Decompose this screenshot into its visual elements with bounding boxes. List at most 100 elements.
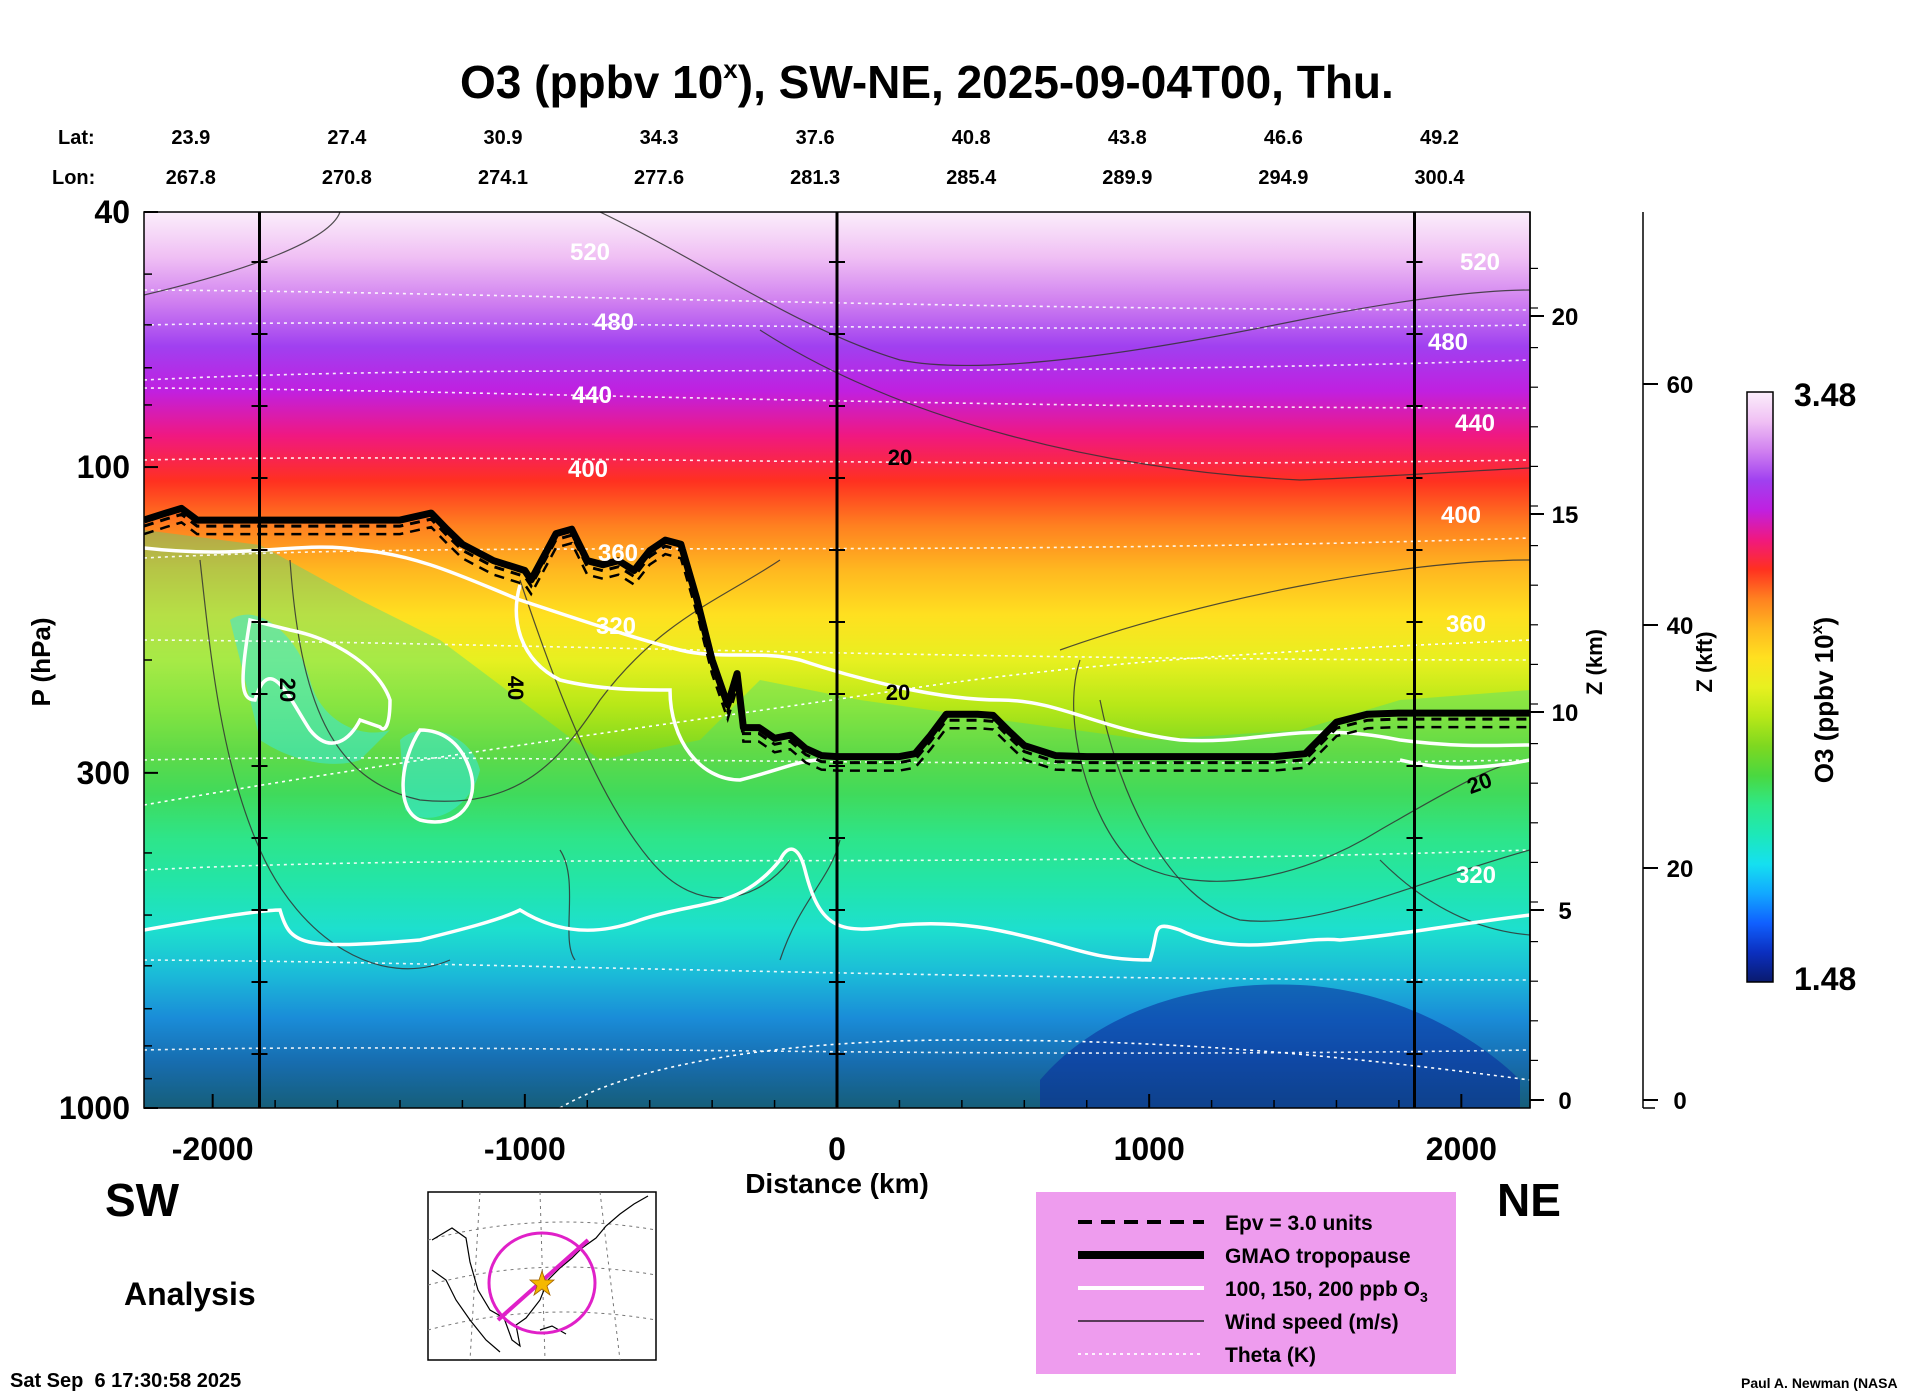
z-kft-tick-label: 0 bbox=[1673, 1088, 1686, 1115]
y-axis-label: P (hPa) bbox=[26, 617, 56, 706]
theta-label: 360 bbox=[598, 540, 638, 567]
theta-label: 360 bbox=[1446, 611, 1486, 638]
theta-contour bbox=[559, 1039, 1530, 1108]
z-km-tick-label: 0 bbox=[1558, 1088, 1571, 1115]
ozone-white-contours bbox=[144, 545, 1530, 962]
lon-value: 300.4 bbox=[1414, 167, 1465, 189]
ne-label: NE bbox=[1497, 1174, 1561, 1226]
contour-labels: 520 480 440 400 360 320 520 480 440 400 360 320 20 40… bbox=[275, 239, 1500, 889]
theta-label: 320 bbox=[596, 613, 636, 640]
theta-label: 400 bbox=[568, 456, 608, 483]
z-kft-axis: 0 20 40 60 bbox=[1642, 212, 1694, 1115]
ozone-contour bbox=[401, 728, 475, 824]
wind-contour bbox=[1379, 859, 1530, 936]
theta-contour bbox=[144, 1047, 1530, 1054]
legend-items: Epv = 3.0 units GMAO tropopause 100, 150, … bbox=[1078, 1212, 1428, 1367]
ozone-contour bbox=[241, 617, 392, 745]
wind-contours bbox=[144, 212, 1530, 970]
inset-map bbox=[427, 1191, 657, 1361]
tropopause-line bbox=[144, 504, 1530, 761]
theta-label: 320 bbox=[1456, 862, 1496, 889]
epv-line bbox=[144, 521, 1530, 772]
theta-contour bbox=[144, 959, 1530, 981]
theta-label: 520 bbox=[570, 239, 610, 266]
lat-value: 43.8 bbox=[1108, 127, 1147, 149]
lat-row-label: Lat: bbox=[58, 127, 95, 149]
lat-value: 34.3 bbox=[640, 127, 679, 149]
theta-label: 480 bbox=[594, 309, 634, 336]
x-tick-label: -2000 bbox=[172, 1131, 254, 1167]
x-tick-label: 2000 bbox=[1426, 1131, 1497, 1167]
analysis-label: Analysis bbox=[124, 1276, 256, 1312]
y-tick-label: 300 bbox=[77, 755, 130, 791]
low-ozone-surface-region bbox=[1040, 984, 1520, 1108]
theta-contour bbox=[144, 457, 1530, 464]
y-tick-label: 40 bbox=[94, 194, 130, 230]
theta-contour bbox=[144, 639, 1530, 806]
legend-label: GMAO tropopause bbox=[1225, 1245, 1411, 1268]
colorbar bbox=[1746, 391, 1774, 983]
theta-contour bbox=[144, 537, 1530, 559]
lon-value: 294.9 bbox=[1258, 167, 1308, 189]
wind-contour bbox=[1073, 659, 1530, 882]
lon-value: 277.6 bbox=[634, 167, 684, 189]
wind-contour bbox=[289, 559, 781, 802]
theta-contour bbox=[144, 639, 1530, 661]
distance-axis: -2000 -1000 0 1000 2000 bbox=[172, 1094, 1497, 1167]
colorbar-label: O3 (ppbv 10x) bbox=[1809, 617, 1839, 783]
theta-label: 440 bbox=[1455, 410, 1495, 437]
theta-label: 400 bbox=[1441, 502, 1481, 529]
lon-row-label: Lon: bbox=[52, 167, 95, 189]
theta-contours bbox=[144, 289, 1530, 1108]
legend: Epv = 3.0 units GMAO tropopause 100, 150, … bbox=[1036, 1192, 1456, 1374]
station-vertical-lines bbox=[251, 212, 1423, 1108]
lat-value: 40.8 bbox=[952, 127, 991, 149]
legend-label: Wind speed (m/s) bbox=[1225, 1311, 1399, 1334]
theta-contour bbox=[144, 757, 1530, 764]
lat-value: 30.9 bbox=[484, 127, 523, 149]
lon-value: 267.8 bbox=[166, 167, 216, 189]
wind-label: 20 bbox=[886, 680, 910, 705]
map-coastlines bbox=[431, 1195, 649, 1353]
timestamp: Sat Sep 6 17:30:58 2025 bbox=[10, 1370, 241, 1392]
theta-contour bbox=[144, 849, 1530, 871]
x-tick-label: 1000 bbox=[1114, 1131, 1185, 1167]
wind-contour bbox=[1099, 699, 1530, 922]
z-kft-tick-label: 60 bbox=[1667, 372, 1694, 399]
theta-label: 480 bbox=[1428, 329, 1468, 356]
z-km-tick-label: 5 bbox=[1558, 898, 1571, 925]
wind-label: 20 bbox=[275, 678, 300, 702]
map-center-star bbox=[528, 1269, 556, 1297]
sw-label: SW bbox=[105, 1174, 180, 1226]
colorbar-max: 3.48 bbox=[1794, 377, 1856, 413]
lon-value: 274.1 bbox=[478, 167, 528, 189]
lat-value: 46.6 bbox=[1264, 127, 1303, 149]
lat-value: 27.4 bbox=[327, 127, 367, 149]
chart-title: O3 (ppbv 10x), SW-NE, 2025-09-04T00, Thu… bbox=[460, 54, 1394, 108]
z-km-axis: 0 5 10 15 20 bbox=[1529, 212, 1579, 1115]
lat-value: 49.2 bbox=[1420, 127, 1459, 149]
x-tick-label: 0 bbox=[828, 1131, 846, 1167]
legend-label: Epv = 3.0 units bbox=[1225, 1212, 1373, 1235]
z-km-label: Z (km) bbox=[1582, 629, 1607, 695]
lat-value: 23.9 bbox=[171, 127, 210, 149]
z-kft-label: Z (kft) bbox=[1692, 631, 1717, 692]
ozone-contour bbox=[144, 847, 1530, 962]
lon-value: 281.3 bbox=[790, 167, 840, 189]
theta-contour bbox=[144, 289, 1530, 311]
theta-contour bbox=[144, 387, 1530, 409]
y-tick-label: 100 bbox=[77, 449, 130, 485]
lat-lon-header: 23.9 267.8 27.4 270.8 30.9 274.1 34.3 277.6 37.6… bbox=[166, 127, 1466, 189]
z-kft-tick-label: 20 bbox=[1667, 856, 1694, 883]
low-ozone-pocket bbox=[230, 614, 390, 764]
z-km-tick-label: 15 bbox=[1552, 502, 1579, 529]
legend-label: 100, 150, 200 ppb O3 bbox=[1225, 1278, 1428, 1305]
lon-value: 289.9 bbox=[1102, 167, 1152, 189]
ozone-contour bbox=[144, 545, 1530, 748]
theta-label: 440 bbox=[572, 382, 612, 409]
wind-contour bbox=[1059, 559, 1530, 651]
z-km-tick-label: 10 bbox=[1552, 700, 1579, 727]
wind-label: 20 bbox=[888, 445, 912, 470]
theta-label: 520 bbox=[1460, 249, 1500, 276]
